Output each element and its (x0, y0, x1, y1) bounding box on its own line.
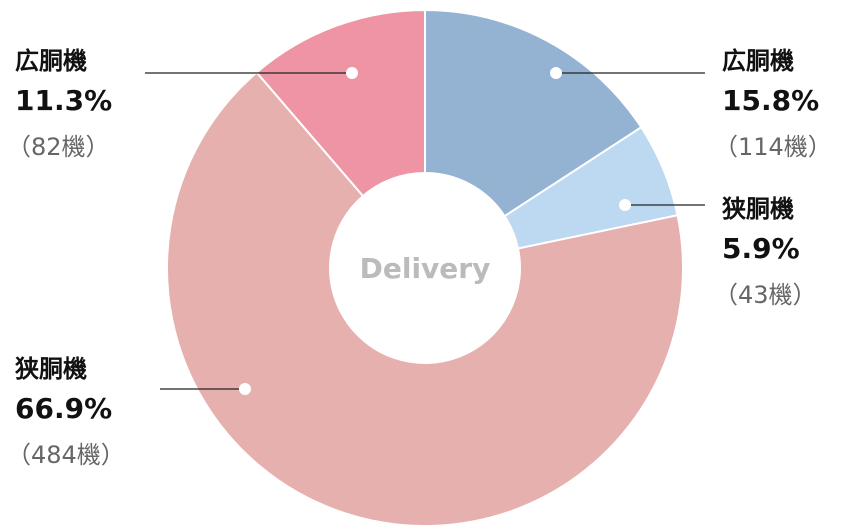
label-dot (346, 67, 358, 79)
slice-name: 狭胴機 (14, 355, 87, 383)
label-dot (619, 199, 631, 211)
slice (255, 8, 426, 198)
slice-count: （484機） (7, 441, 125, 469)
slice-percent: 5.9% (722, 232, 800, 265)
slice-name: 広胴機 (722, 47, 794, 75)
slice-name: 狭胴機 (721, 195, 794, 223)
label-dot (239, 383, 251, 395)
slice-name: 広胴機 (15, 47, 87, 75)
slice-count: （82機） (7, 133, 110, 161)
slice-percent: 15.8% (722, 84, 819, 117)
slice-percent: 66.9% (15, 392, 112, 425)
center-label: Delivery (360, 252, 491, 285)
slice-count: （114機） (714, 133, 832, 161)
label-dot (550, 67, 562, 79)
slice (424, 8, 643, 218)
slice (166, 71, 684, 525)
slice-count: （43機） (714, 281, 817, 309)
slice-percent: 11.3% (15, 84, 112, 117)
